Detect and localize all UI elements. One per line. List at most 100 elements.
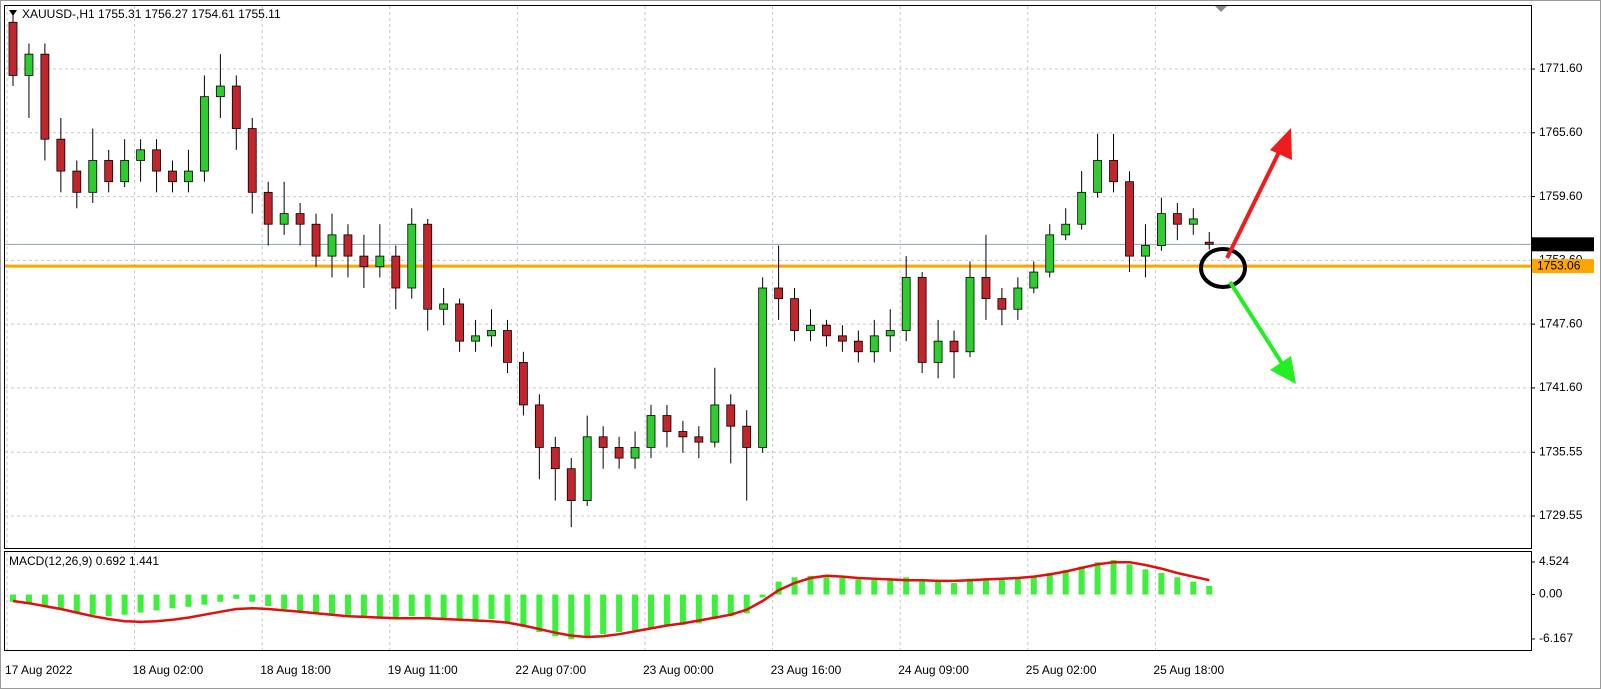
x-tick-label: 22 Aug 07:00 (515, 663, 586, 677)
histogram-bar (823, 577, 830, 595)
annotation-arrowhead-down (1270, 356, 1296, 384)
histogram-bar (281, 594, 288, 609)
histogram-bar (855, 579, 862, 595)
candle-body (247, 128, 257, 193)
candle-body (455, 303, 465, 342)
histogram-bar (839, 577, 846, 595)
candle-body (917, 276, 927, 363)
histogram-bar (552, 594, 559, 637)
histogram-bar (695, 594, 702, 624)
candle-body (1172, 213, 1182, 225)
histogram-bar (1142, 569, 1149, 595)
candle-body (40, 53, 50, 140)
candle-body (694, 436, 704, 443)
histogram-bar (982, 578, 989, 595)
candle-body (120, 160, 130, 183)
candle-body (375, 255, 385, 268)
histogram-bar (967, 578, 973, 595)
x-tick-label: 25 Aug 02:00 (1026, 663, 1097, 677)
candle-body (534, 404, 544, 448)
candle-body (391, 255, 401, 289)
candle-body (726, 404, 736, 427)
histogram-bar (41, 594, 48, 607)
candle-body (598, 436, 608, 448)
candle-body (503, 330, 512, 363)
histogram-bar (472, 594, 479, 620)
histogram-bar (903, 577, 910, 595)
histogram-bar (998, 579, 1005, 595)
y-tick-label: 1747.60 (1539, 316, 1583, 330)
histogram-bar (520, 594, 527, 627)
histogram-bar (600, 594, 607, 635)
candle-body (758, 287, 768, 448)
x-tick-label: 18 Aug 02:00 (133, 663, 204, 677)
x-tick-label: 25 Aug 18:00 (1153, 663, 1224, 677)
histogram-bar (392, 594, 399, 618)
histogram-bar (89, 594, 96, 615)
histogram-bar (679, 594, 686, 625)
histogram-bar (57, 594, 64, 609)
histogram-bar (807, 575, 814, 595)
candle-body (199, 96, 209, 172)
histogram-bar (297, 594, 304, 612)
candle-body (327, 234, 337, 257)
candle-body (965, 276, 975, 353)
histogram-bar (584, 594, 591, 637)
candle-body (56, 138, 66, 172)
histogram-bar (105, 594, 112, 617)
y-tick-label: 1735.55 (1539, 444, 1583, 458)
histogram-bar (935, 581, 942, 595)
candle-body (279, 213, 289, 225)
candle-body (582, 436, 592, 501)
symbol-menu-icon[interactable] (9, 10, 17, 16)
candle-body (566, 468, 576, 501)
candle-body (24, 53, 34, 76)
candle-body (423, 223, 433, 310)
chart-title: XAUUSD-,H1 1755.31 1756.27 1754.61 1755.… (22, 7, 281, 21)
candle-body (885, 330, 895, 337)
candle-body (8, 21, 18, 76)
candle-body (168, 170, 177, 183)
histogram-bar (1046, 572, 1053, 595)
grid (5, 6, 1531, 650)
histogram-bar (25, 594, 32, 604)
candle-body (1204, 241, 1214, 245)
annotation-arrowhead-up (1270, 128, 1292, 160)
candle-body (359, 255, 369, 268)
histogram-bar (1014, 577, 1021, 595)
histogram-bar (456, 594, 463, 620)
histogram-bar (249, 594, 256, 602)
histogram-bar (536, 594, 543, 632)
candle-body (104, 160, 114, 183)
histogram-bar (1190, 581, 1197, 595)
histogram-bar (201, 594, 208, 605)
histogram-bar (153, 594, 160, 611)
candle-body (853, 340, 863, 353)
x-tick-label: 18 Aug 18:00 (260, 663, 331, 677)
candle-body (136, 149, 146, 161)
annotation-circle (1199, 247, 1247, 289)
histogram-bar (121, 594, 128, 615)
y-tick-label: 4.524 (1539, 554, 1569, 568)
histogram-bar (440, 594, 447, 620)
candle-body (662, 415, 672, 432)
annotation-arrow-up (1225, 147, 1283, 259)
histogram-bar (1158, 572, 1165, 595)
histogram-bar (169, 594, 176, 609)
histogram-bar (711, 594, 718, 620)
histogram-bar (919, 581, 926, 595)
histogram-bar (1094, 562, 1101, 595)
candle-body (949, 340, 959, 353)
candle-body (822, 324, 831, 337)
histogram-bar (1030, 576, 1037, 595)
candle-body (774, 287, 783, 300)
y-tick-label: 1771.60 (1539, 61, 1583, 75)
last-price-label: 1755.11 (1537, 236, 1580, 250)
candle-body (471, 335, 480, 342)
histogram-bar (775, 581, 782, 595)
candle-body (550, 447, 560, 470)
candle-body (343, 234, 353, 257)
candle-body (311, 223, 321, 257)
histogram-bar (504, 594, 511, 622)
